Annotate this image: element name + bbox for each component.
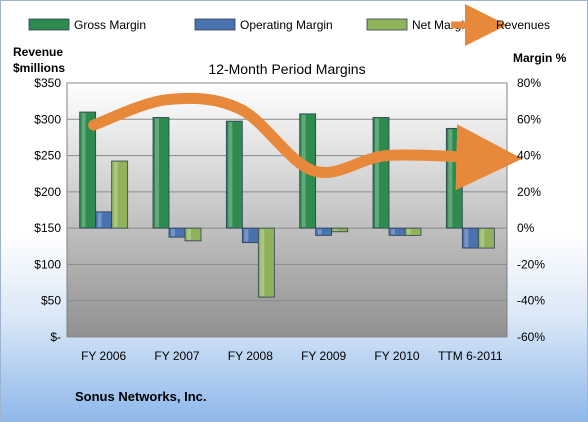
- bar-highlight: [171, 229, 175, 237]
- bar-net-margin: [184, 227, 202, 242]
- left-tick-label: $300: [34, 112, 61, 126]
- bar-highlight: [97, 212, 102, 228]
- left-tick-label: $350: [34, 76, 61, 90]
- right-tick-label: 0%: [517, 221, 535, 235]
- left-tick-label: $200: [34, 185, 61, 199]
- category-label: FY 2008: [228, 349, 273, 363]
- bar-highlight: [391, 229, 395, 235]
- legend: Gross Margin Operating Margin Net Margin Re…: [28, 4, 550, 46]
- legend-swatch: [28, 18, 70, 31]
- bar-net-margin: [257, 227, 275, 298]
- bar-highlight: [480, 229, 485, 248]
- bar-highlight: [448, 129, 453, 228]
- bar-highlight: [187, 229, 191, 240]
- bar-highlight: [244, 229, 249, 242]
- right-tick-label: 60%: [517, 112, 541, 126]
- company-name: Sonus Networks, Inc.: [75, 389, 207, 404]
- plot-area: [66, 82, 508, 338]
- bar-highlight: [155, 118, 159, 228]
- left-tick-label: $-: [50, 330, 61, 344]
- category-label: FY 2009: [301, 349, 346, 363]
- category-label: FY 2006: [81, 349, 126, 363]
- left-tick-label: $150: [34, 221, 61, 235]
- right-tick-label: -60%: [517, 330, 545, 344]
- bar-highlight: [333, 229, 338, 231]
- bar-gross-margin: [152, 117, 170, 229]
- bar-net-margin: [404, 227, 422, 236]
- bar-net-margin: [111, 160, 129, 229]
- bar-highlight: [407, 229, 411, 235]
- left-axis-label: $millions: [13, 61, 65, 75]
- left-tick-label: $50: [41, 294, 61, 308]
- bar-highlight: [317, 229, 322, 235]
- right-tick-label: 40%: [517, 149, 541, 163]
- left-tick-label: $100: [34, 257, 61, 271]
- legend-label: Operating Margin: [240, 18, 333, 32]
- bar-highlight: [375, 118, 379, 228]
- right-axis-label: Margin %: [513, 51, 567, 65]
- category-label: FY 2007: [154, 349, 199, 363]
- legend-swatch: [366, 18, 408, 31]
- revenues-line: [88, 92, 523, 191]
- bar-highlight: [228, 122, 233, 228]
- left-axis-label: Revenue: [13, 45, 63, 59]
- bar-gross-margin: [372, 117, 390, 229]
- category-label: FY 2010: [374, 349, 419, 363]
- legend-label: Gross Margin: [74, 18, 146, 32]
- bar-net-margin: [477, 227, 495, 249]
- right-tick-label: 20%: [517, 185, 541, 199]
- right-tick-label: -20%: [517, 257, 545, 271]
- bar-highlight: [113, 162, 118, 228]
- right-tick-label: 80%: [517, 76, 541, 90]
- bar-gross-margin: [79, 111, 97, 229]
- legend-label: Revenues: [496, 18, 550, 32]
- category-label: TTM 6-2011: [438, 349, 503, 363]
- right-tick-label: -40%: [517, 294, 545, 308]
- bar-highlight: [81, 113, 86, 228]
- bar-net-margin: [331, 227, 349, 233]
- bar-highlight: [464, 229, 469, 248]
- bar-highlight: [260, 229, 265, 297]
- chart-title: 12-Month Period Margins: [208, 61, 365, 77]
- legend-swatch: [194, 18, 236, 31]
- bar-gross-margin: [225, 120, 243, 229]
- left-tick-label: $250: [34, 149, 61, 163]
